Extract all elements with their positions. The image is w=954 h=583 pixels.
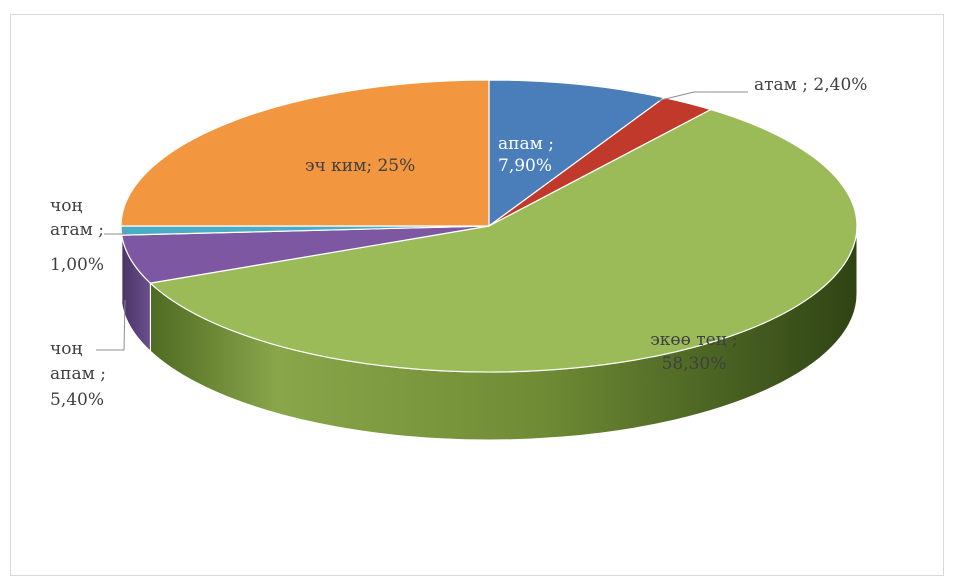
slice-апам bbox=[488, 79, 666, 228]
data-label-атам: атам ; 2,40% bbox=[754, 75, 867, 95]
data-label-экөө-тең-line-2: 58,30% bbox=[662, 354, 727, 374]
leader-line-чоң-апам bbox=[96, 299, 126, 351]
data-label-чоң-апам-line-1: чоң bbox=[50, 339, 82, 359]
data-label-чоң-атам-line-3: 1,00% bbox=[50, 255, 104, 275]
slice-экөө-тең bbox=[149, 108, 858, 373]
data-label-эч-ким: эч ким; 25% bbox=[305, 156, 415, 176]
data-label-апам-line-2: 7,90% bbox=[498, 156, 552, 176]
data-label-чоң-атам-line-1: чоң bbox=[50, 196, 82, 216]
data-label-апам-line-1: апам ; bbox=[498, 134, 554, 154]
slice-эч-ким bbox=[120, 79, 490, 227]
data-label-чоң-апам-line-2: апам ; bbox=[50, 364, 106, 384]
leader-line-чоң-атам bbox=[104, 229, 128, 235]
data-label-чоң-атам-line-2: атам ; bbox=[50, 220, 104, 240]
data-label-экөө-тең-line-1: экөө тең ; bbox=[650, 330, 738, 350]
leader-line-атам bbox=[656, 91, 748, 102]
data-label-чоң-апам-line-3: 5,40% bbox=[50, 390, 104, 410]
